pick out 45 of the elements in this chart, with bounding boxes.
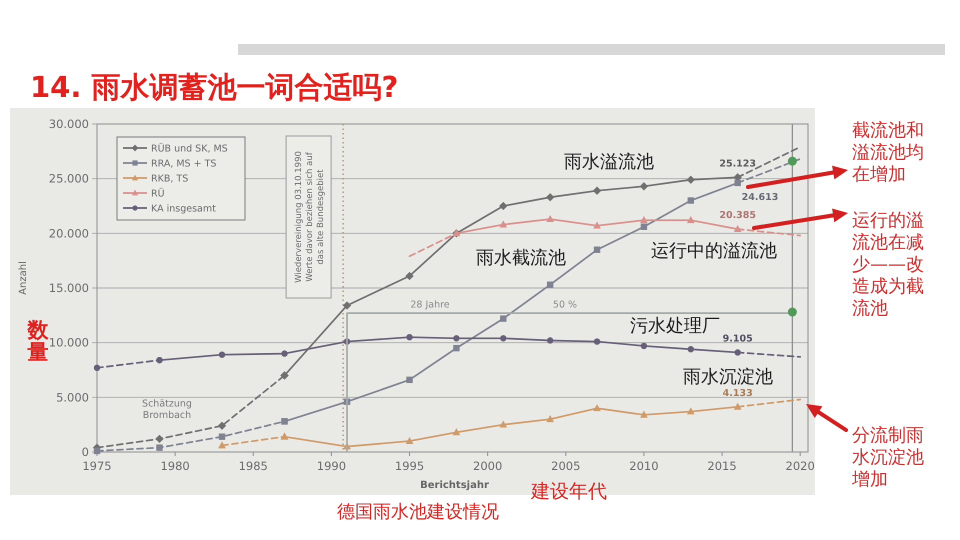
y-tick-label: 0 [82,445,89,459]
x-tick-label: 2000 [473,459,502,473]
x-tick-label: 1990 [316,459,346,473]
data-label: 25.123 [719,158,756,170]
text: 德国雨水池建设情况 [337,501,499,522]
data-label: 4.133 [722,388,753,399]
y-tick-label: 25.000 [48,172,89,186]
y-tick-label: 30.000 [48,117,89,131]
y-axis-title: Anzahl [18,261,29,295]
x-axis-title: Berichtsjahr [420,480,489,491]
annotation: 50 % [552,299,578,310]
ref-line-label: Wiedervereinigung 03.10.1990 Werte davor beziehen sich auf das alte Bundesgebiet [294,151,326,283]
annotation: 雨水截流池 [476,247,566,268]
annotation: 运行中的溢流池 [651,240,777,262]
x-tick-label: 2020 [786,459,815,473]
text: 建设年代 [530,480,607,503]
annotation: 雨水沉淀池 [683,366,773,388]
annotation: 雨水溢流池 [564,151,654,172]
x-tick-label: 2015 [707,459,737,473]
x-tick-label: 1985 [238,459,268,473]
y-tick-label: 20.000 [48,226,89,240]
text: 分流制雨水沉淀池增加 [851,424,924,490]
legend-label: RRA, MS + TS [151,158,216,170]
legend-label: RKB, TS [151,174,188,184]
annotation: 污水处理厂 [630,315,720,336]
data-label: 20.385 [719,210,756,222]
annotation: Schätzung Brombach [142,398,192,422]
x-tick-label: 1995 [394,459,424,473]
text: 运行的溢流池在减少——改造成为截流池 [852,210,924,319]
y-tick-label: 10.000 [48,336,89,350]
legend-label: KA insgesamt [151,204,216,214]
legend-label: RÜB und SK, MS [151,142,228,154]
x-tick-label: 2010 [629,459,659,473]
data-label: 9.105 [722,333,753,344]
text: 截流池和溢流池均在增加 [852,120,924,185]
x-tick-label: 1980 [160,459,190,473]
text: 数量 [26,318,50,364]
x-tick-label: 1975 [82,459,112,473]
annotation: 28 Jahre [410,299,450,310]
data-label: 24.613 [742,192,778,203]
y-tick-label: 15.000 [48,281,89,295]
chart-title: 14. 雨水调蓄池一词合适吗? [30,70,398,104]
x-tick-label: 2005 [551,459,580,473]
y-tick-label: 5.000 [56,390,89,404]
legend-label: RÜ [151,188,165,200]
